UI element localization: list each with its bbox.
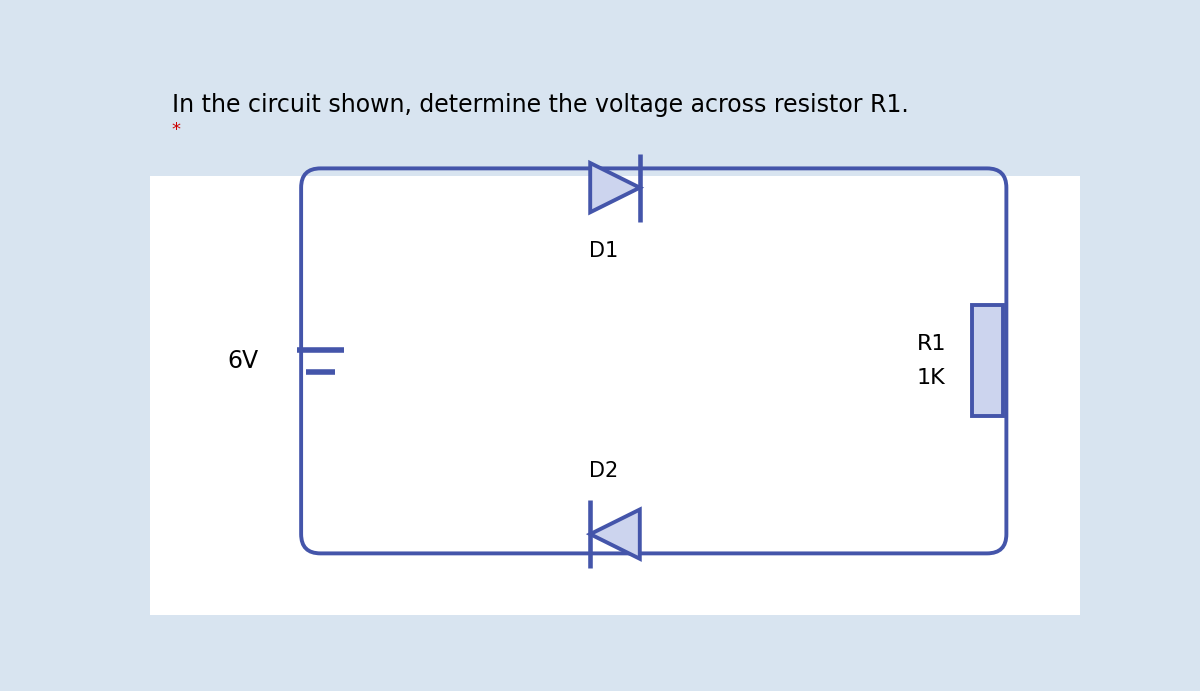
Bar <box>150 176 1080 615</box>
Text: 6V: 6V <box>228 349 258 373</box>
Polygon shape <box>590 163 640 212</box>
Text: D2: D2 <box>589 461 618 481</box>
Bar <box>972 305 1002 417</box>
Bar <box>150 83 1080 176</box>
Text: In the circuit shown, determine the voltage across resistor R1.: In the circuit shown, determine the volt… <box>172 93 908 117</box>
Text: 1K: 1K <box>917 368 946 388</box>
Text: D1: D1 <box>589 240 618 261</box>
Text: *: * <box>172 121 181 139</box>
Text: R1: R1 <box>917 334 946 354</box>
Polygon shape <box>590 509 640 559</box>
